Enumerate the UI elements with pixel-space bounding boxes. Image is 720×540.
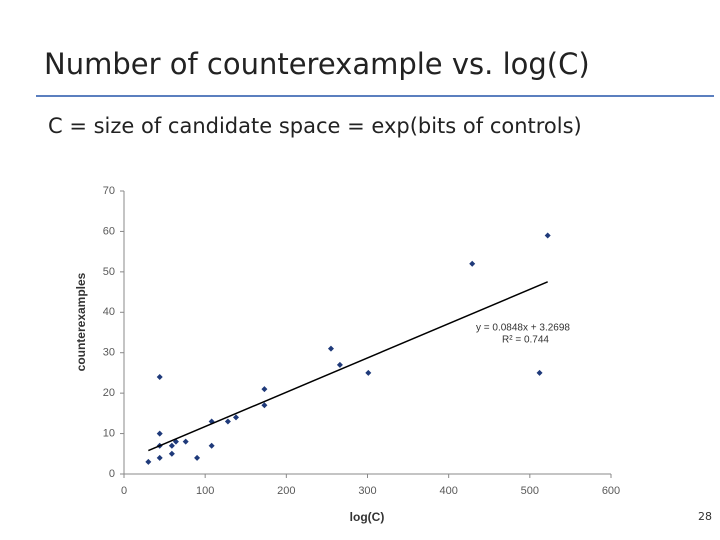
point: [168, 442, 175, 449]
subtitle: C = size of candidate space = exp(bits o…: [48, 114, 582, 138]
point: [327, 345, 334, 352]
point: [194, 454, 201, 461]
y-tick-label: 10: [103, 427, 115, 439]
y-tick-label: 20: [103, 387, 115, 399]
point: [208, 442, 215, 449]
slide-title: Number of counterexample vs. log(C): [44, 47, 590, 81]
page-number: 28: [698, 510, 712, 523]
trend-equation: y = 0.0848x + 3.2698: [476, 323, 570, 334]
x-tick-label: 400: [439, 485, 457, 497]
point: [156, 454, 163, 461]
y-tick-label: 70: [103, 185, 115, 197]
point: [233, 414, 240, 421]
point: [168, 450, 175, 457]
point: [261, 402, 268, 409]
y-tick-label: 60: [103, 225, 115, 237]
y-tick-label: 30: [103, 347, 115, 359]
x-tick-label: 100: [196, 485, 214, 497]
point: [536, 369, 543, 376]
point: [544, 232, 551, 239]
y-tick-label: 40: [103, 306, 115, 318]
y-tick-label: 50: [103, 266, 115, 278]
point: [365, 369, 372, 376]
x-axis-label: log(C): [350, 510, 385, 524]
x-tick-label: 600: [602, 485, 620, 497]
point: [145, 458, 152, 465]
r-squared: R² = 0.744: [502, 335, 549, 346]
y-axis-label: counterexamples: [74, 272, 88, 371]
point: [224, 418, 231, 425]
x-tick-label: 300: [358, 485, 376, 497]
point: [182, 438, 189, 445]
x-tick-label: 200: [277, 485, 295, 497]
point: [156, 373, 163, 380]
point: [469, 260, 476, 267]
x-tick-label: 500: [521, 485, 539, 497]
x-tick-label: 0: [121, 485, 127, 497]
point: [261, 386, 268, 393]
y-tick-label: 0: [109, 468, 115, 480]
point: [336, 361, 343, 368]
point: [156, 430, 163, 437]
trendline: [148, 281, 548, 452]
